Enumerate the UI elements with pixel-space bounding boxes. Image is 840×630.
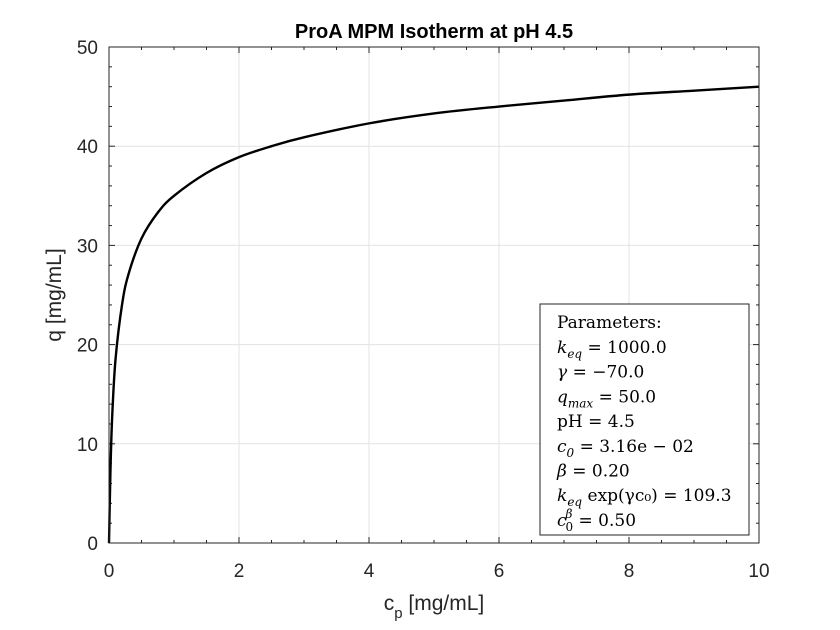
x-tick-labels: 0 2 4 6 8 10 (104, 561, 770, 582)
legend-header: Parameters: (557, 313, 662, 333)
legend-line: cβ 0 = 0.50 (557, 507, 636, 534)
legend-line-symbol: γ (557, 363, 568, 383)
legend-line-symbol: c (557, 511, 567, 531)
legend-line-symbol: pH (557, 412, 583, 432)
legend-line-symbol: q (557, 387, 568, 407)
x-tick-label: 6 (494, 561, 505, 582)
legend-line-value: = 0.50 (573, 511, 636, 531)
legend-line-symbol: k (557, 486, 567, 506)
y-tick-label: 20 (77, 336, 98, 357)
legend-box (539, 303, 750, 536)
legend-line-value: = 4.5 (583, 412, 635, 432)
y-tick-label: 50 (77, 38, 98, 59)
legend-line: β = 0.20 (556, 462, 630, 482)
isotherm-line (107, 85, 760, 544)
legend-line: pH = 4.5 (557, 412, 635, 432)
legend-line-symbol: β (556, 462, 567, 482)
legend-line: keq exp(γc₀) = 109.3 (557, 486, 732, 509)
legend-line-subscript: eq (567, 495, 582, 509)
legend-line-value: = 0.20 (567, 462, 630, 482)
legend-line-value: exp(γc₀) = 109.3 (582, 486, 731, 506)
x-tick-label: 0 (104, 561, 115, 582)
x-axis-label-unit: [mg/mL] (403, 592, 485, 615)
x-axis-label: cp [mg/mL] (384, 592, 485, 622)
x-tick-label: 2 (234, 561, 245, 582)
legend-line-symbol: k (557, 338, 567, 358)
legend-line-value: = 3.16e − 02 (574, 437, 694, 457)
y-tick-label: 10 (77, 435, 98, 456)
legend-line-value: = −70.0 (567, 363, 644, 383)
y-tick-label: 0 (87, 534, 98, 555)
chart-title: ProA MPM Isotherm at pH 4.5 (295, 21, 573, 43)
legend-line-superscript: β (565, 507, 573, 521)
y-tick-label: 30 (77, 236, 98, 257)
legend-line-value: = 50.0 (593, 387, 656, 407)
x-tick-label: 10 (748, 561, 769, 582)
legend-line-subscript: eq (567, 347, 582, 361)
legend-line: c0 = 3.16e − 02 (557, 437, 694, 460)
y-axis-label: q [mg/mL] (43, 248, 66, 341)
axes-box (108, 46, 760, 544)
legend-line-subscript: 0 (567, 446, 575, 460)
legend-line-subscript: 0 (565, 520, 573, 534)
legend-line-symbol: c (557, 437, 567, 457)
legend-line-value: = 1000.0 (582, 338, 667, 358)
legend-line-subscript: max (568, 396, 594, 410)
legend-line: qmax = 50.0 (557, 387, 656, 410)
x-axis-label-sub: p (394, 605, 402, 622)
y-tick-labels: 0 10 20 30 40 50 (77, 38, 98, 555)
legend-line: γ = −70.0 (557, 363, 644, 383)
x-axis-label-main: c (384, 592, 395, 615)
x-tick-label: 8 (624, 561, 635, 582)
legend-line: keq = 1000.0 (557, 338, 667, 361)
x-tick-label: 4 (364, 561, 375, 582)
y-tick-label: 40 (77, 137, 98, 158)
